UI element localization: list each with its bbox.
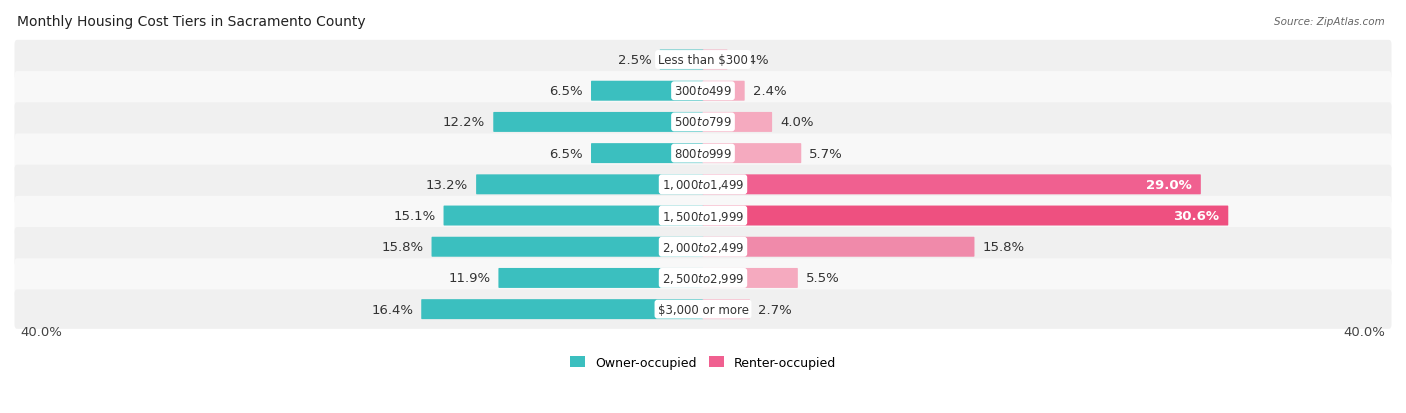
Text: 2.7%: 2.7%	[758, 303, 792, 316]
FancyBboxPatch shape	[443, 206, 703, 226]
Text: $300 to $499: $300 to $499	[673, 85, 733, 98]
FancyBboxPatch shape	[703, 268, 797, 288]
Text: 5.5%: 5.5%	[806, 272, 839, 285]
Text: 40.0%: 40.0%	[21, 325, 62, 338]
Text: 6.5%: 6.5%	[550, 85, 583, 98]
Text: Less than $300: Less than $300	[658, 54, 748, 67]
Text: 30.6%: 30.6%	[1173, 209, 1219, 223]
Text: $1,000 to $1,499: $1,000 to $1,499	[662, 178, 744, 192]
FancyBboxPatch shape	[14, 41, 1392, 80]
FancyBboxPatch shape	[432, 237, 703, 257]
Text: 2.5%: 2.5%	[617, 54, 651, 67]
FancyBboxPatch shape	[659, 50, 703, 70]
FancyBboxPatch shape	[422, 299, 703, 319]
FancyBboxPatch shape	[703, 113, 772, 133]
Text: $500 to $799: $500 to $799	[673, 116, 733, 129]
FancyBboxPatch shape	[14, 197, 1392, 236]
Text: 6.5%: 6.5%	[550, 147, 583, 160]
Text: 16.4%: 16.4%	[371, 303, 413, 316]
FancyBboxPatch shape	[703, 237, 974, 257]
Text: 1.4%: 1.4%	[735, 54, 769, 67]
FancyBboxPatch shape	[14, 165, 1392, 204]
Text: $3,000 or more: $3,000 or more	[658, 303, 748, 316]
FancyBboxPatch shape	[14, 228, 1392, 267]
FancyBboxPatch shape	[14, 290, 1392, 329]
Text: 40.0%: 40.0%	[1344, 325, 1385, 338]
Text: 15.1%: 15.1%	[394, 209, 436, 223]
Text: 12.2%: 12.2%	[443, 116, 485, 129]
Text: 15.8%: 15.8%	[381, 241, 423, 254]
FancyBboxPatch shape	[14, 72, 1392, 111]
FancyBboxPatch shape	[703, 299, 749, 319]
Text: $1,500 to $1,999: $1,500 to $1,999	[662, 209, 744, 223]
FancyBboxPatch shape	[703, 206, 1229, 226]
FancyBboxPatch shape	[477, 175, 703, 195]
Legend: Owner-occupied, Renter-occupied: Owner-occupied, Renter-occupied	[565, 351, 841, 374]
FancyBboxPatch shape	[703, 81, 745, 102]
Text: Monthly Housing Cost Tiers in Sacramento County: Monthly Housing Cost Tiers in Sacramento…	[17, 15, 366, 29]
FancyBboxPatch shape	[591, 144, 703, 164]
Text: $800 to $999: $800 to $999	[673, 147, 733, 160]
Text: $2,500 to $2,999: $2,500 to $2,999	[662, 271, 744, 285]
Text: 4.0%: 4.0%	[780, 116, 814, 129]
Text: 13.2%: 13.2%	[426, 178, 468, 191]
FancyBboxPatch shape	[591, 81, 703, 102]
FancyBboxPatch shape	[703, 144, 801, 164]
Text: 2.4%: 2.4%	[752, 85, 786, 98]
FancyBboxPatch shape	[703, 175, 1201, 195]
FancyBboxPatch shape	[14, 103, 1392, 142]
FancyBboxPatch shape	[703, 50, 727, 70]
FancyBboxPatch shape	[14, 259, 1392, 298]
Text: 15.8%: 15.8%	[983, 241, 1025, 254]
FancyBboxPatch shape	[14, 134, 1392, 173]
Text: 11.9%: 11.9%	[449, 272, 491, 285]
FancyBboxPatch shape	[494, 113, 703, 133]
Text: Source: ZipAtlas.com: Source: ZipAtlas.com	[1274, 17, 1385, 26]
Text: 5.7%: 5.7%	[810, 147, 844, 160]
Text: $2,000 to $2,499: $2,000 to $2,499	[662, 240, 744, 254]
Text: 29.0%: 29.0%	[1146, 178, 1192, 191]
FancyBboxPatch shape	[498, 268, 703, 288]
